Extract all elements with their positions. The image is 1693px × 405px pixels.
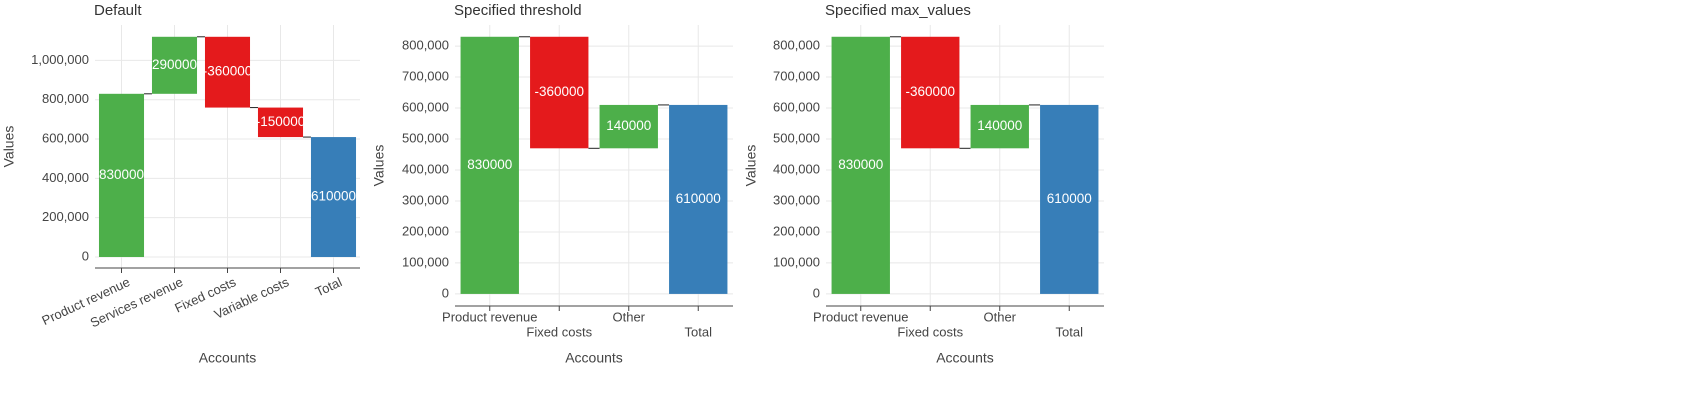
y-tick-label: 400,000 xyxy=(42,170,89,185)
chart-title: Specified max_values xyxy=(825,2,971,19)
bar xyxy=(901,36,960,149)
data-label: -360000 xyxy=(203,64,253,79)
y-tick-label: 600,000 xyxy=(42,130,89,145)
y-tick-label: 400,000 xyxy=(773,161,820,176)
y-tick-label: 400,000 xyxy=(402,161,449,176)
x-tick-label: Total xyxy=(313,274,344,299)
y-tick-label: 300,000 xyxy=(773,192,820,207)
x-tick-label: Fixed costs xyxy=(526,324,592,339)
bar xyxy=(460,36,519,294)
bar xyxy=(98,93,145,257)
y-tick-label: 600,000 xyxy=(402,99,449,114)
y-tick-label: 300,000 xyxy=(402,192,449,207)
y-tick-label: 1,000,000 xyxy=(31,52,89,67)
bar xyxy=(151,36,198,94)
data-label: 830000 xyxy=(467,157,512,172)
bar xyxy=(1040,104,1099,294)
x-tick-label: Product revenue xyxy=(442,309,537,324)
bar xyxy=(257,107,304,138)
y-tick-label: 800,000 xyxy=(773,38,820,53)
y-tick-label: 800,000 xyxy=(402,38,449,53)
y-tick-label: 800,000 xyxy=(42,91,89,106)
bar xyxy=(970,104,1029,149)
x-tick-label: Services revenue xyxy=(88,274,185,330)
data-label: 610000 xyxy=(676,191,721,206)
x-axis-title: Accounts xyxy=(565,350,623,366)
x-tick-label: Fixed costs xyxy=(897,324,963,339)
y-tick-label: 500,000 xyxy=(773,130,820,145)
x-tick-label: Total xyxy=(1056,324,1084,339)
chart-title: Specified threshold xyxy=(454,2,582,19)
chart-title: Default xyxy=(94,2,142,19)
y-tick-label: 100,000 xyxy=(773,254,820,269)
x-axis-title: Accounts xyxy=(936,350,994,366)
bar xyxy=(831,36,890,294)
data-label: -360000 xyxy=(534,84,584,99)
x-tick-label: Other xyxy=(612,309,645,324)
y-axis-title: Values xyxy=(371,145,387,187)
x-tick-label: Product revenue xyxy=(39,274,132,328)
bar xyxy=(310,137,357,257)
bar xyxy=(669,104,728,294)
data-label: 140000 xyxy=(977,118,1022,133)
y-axis-title: Values xyxy=(1,126,17,168)
data-label: 830000 xyxy=(99,167,144,182)
y-axis-title: Values xyxy=(743,145,759,187)
y-tick-label: 200,000 xyxy=(42,209,89,224)
y-tick-label: 200,000 xyxy=(402,223,449,238)
data-label: -150000 xyxy=(256,114,306,129)
x-tick-label: Total xyxy=(685,324,713,339)
y-tick-label: 500,000 xyxy=(402,130,449,145)
y-tick-label: 700,000 xyxy=(773,68,820,83)
bar xyxy=(599,104,658,149)
data-label: 290000 xyxy=(152,57,197,72)
y-tick-label: 600,000 xyxy=(773,99,820,114)
y-tick-label: 700,000 xyxy=(402,68,449,83)
data-label: 610000 xyxy=(1047,191,1092,206)
data-label: 140000 xyxy=(606,118,651,133)
bar xyxy=(530,36,589,149)
y-tick-label: 0 xyxy=(442,285,449,300)
data-label: 610000 xyxy=(311,189,356,204)
x-tick-label: Product revenue xyxy=(813,309,908,324)
y-tick-label: 200,000 xyxy=(773,223,820,238)
bar xyxy=(204,36,251,108)
data-label: -360000 xyxy=(905,84,955,99)
y-tick-label: 0 xyxy=(813,285,820,300)
y-tick-label: 0 xyxy=(82,248,89,263)
x-axis-title: Accounts xyxy=(199,350,257,366)
x-tick-label: Other xyxy=(983,309,1016,324)
y-tick-label: 100,000 xyxy=(402,254,449,269)
data-label: 830000 xyxy=(838,157,883,172)
